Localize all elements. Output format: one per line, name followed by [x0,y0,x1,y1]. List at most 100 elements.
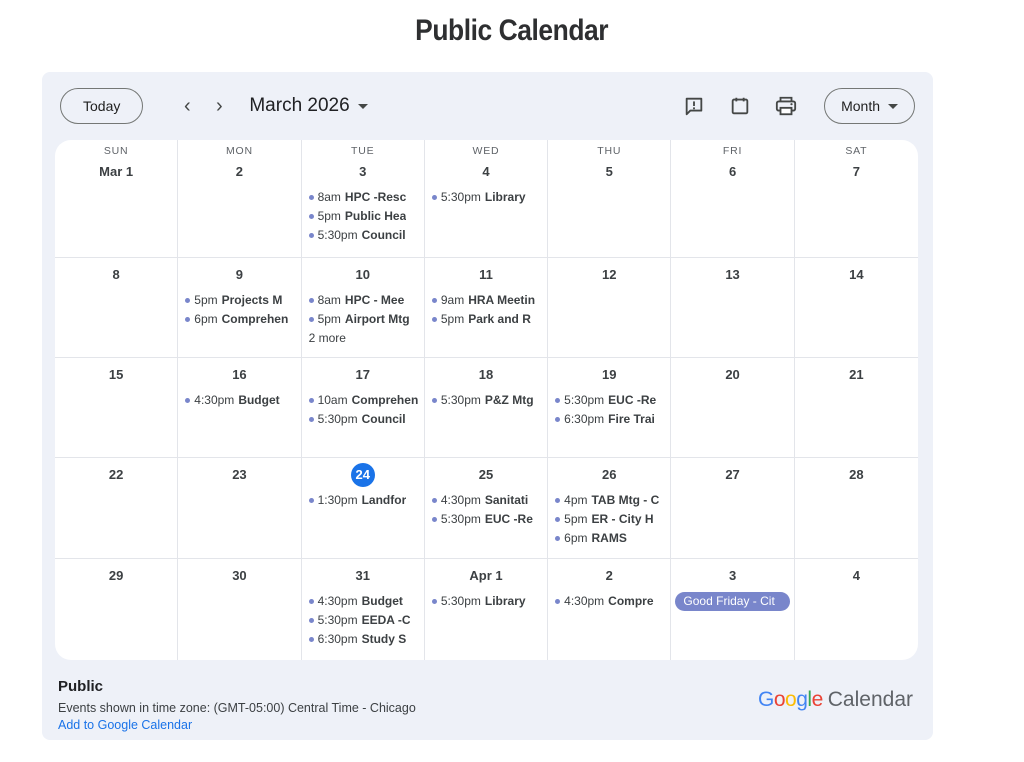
event-item[interactable]: 5:30pm P&Z Mtg [425,391,547,410]
event-title: Library [484,594,526,608]
event-item[interactable]: 6pm RAMS [548,529,670,548]
date-number[interactable]: 27 [725,467,740,482]
date-number[interactable]: 17 [355,367,370,382]
date-number-row: 28 [795,463,918,487]
event-title: Compre [608,594,654,608]
event-time: 4:30pm [317,594,358,608]
day-cell: 23 [178,458,302,559]
event-item[interactable]: 5:30pm Council [302,410,424,429]
date-number[interactable]: Apr 1 [469,568,503,583]
date-number[interactable]: 4 [852,568,860,583]
add-to-google-calendar-link[interactable]: Add to Google Calendar [58,718,193,732]
event-title: Landfor [361,493,407,507]
date-number[interactable]: 2 [605,568,613,583]
date-number[interactable]: 15 [108,367,124,382]
day-cell: 28 [794,458,918,559]
event-time: 6pm [564,531,588,545]
date-number[interactable]: 20 [725,367,740,382]
prev-month-button[interactable]: ‹ [173,90,201,122]
date-number[interactable]: 28 [849,467,864,482]
date-number[interactable]: 23 [232,467,247,482]
view-selector[interactable]: Month [824,88,915,124]
date-number[interactable]: 14 [849,267,864,282]
event-item[interactable]: 5:30pm EEDA -C [302,611,424,630]
event-item[interactable]: 6:30pm Fire Trai [548,410,670,429]
date-number[interactable]: 31 [355,568,370,583]
event-item[interactable]: 5:30pm Library [425,188,547,207]
event-item[interactable]: 4:30pm Budget [302,592,424,611]
event-dot-icon [308,214,314,219]
date-number[interactable]: 6 [728,164,737,179]
date-number[interactable]: 3 [728,568,737,583]
event-time: 4pm [564,493,588,507]
event-title: Council [361,228,406,242]
google-logo-letter: o [773,688,786,711]
event-item[interactable]: 5pm Projects M [178,291,300,310]
month-dropdown[interactable]: March 2026 [249,95,368,117]
event-item[interactable]: 5pm Park and R [425,310,547,329]
date-number[interactable]: 25 [478,467,494,482]
event-item[interactable]: 5:30pm Library [425,592,547,611]
event-item[interactable]: 4pm TAB Mtg - C [548,491,670,510]
date-number[interactable]: 10 [355,267,370,282]
date-number[interactable]: 30 [232,568,247,583]
event-item[interactable]: 5:30pm EUC -Re [548,391,670,410]
date-number[interactable]: 4 [482,164,490,179]
date-number-today[interactable]: 24 [350,463,375,487]
event-item[interactable]: 5pm Public Hea [302,207,424,226]
date-number[interactable]: 8 [112,267,120,282]
date-number[interactable]: 5 [605,164,613,179]
event-item[interactable]: 9am HRA Meetin [425,291,547,310]
date-number[interactable]: Mar 1 [99,164,134,179]
date-number-row: Apr 1 [425,564,547,588]
date-number[interactable]: 12 [602,267,617,282]
date-number[interactable]: 3 [359,164,367,179]
day-cell: 30 [178,559,302,660]
date-number[interactable]: 26 [602,467,617,482]
date-number[interactable]: 18 [478,367,494,382]
more-events-link[interactable]: 2 more [308,331,346,345]
date-number-row: 14 [795,263,918,287]
event-item[interactable]: 4:30pm Sanitati [425,491,547,510]
event-dot-icon [308,317,314,322]
day-cell: 3 Good Friday - Cit [671,559,795,660]
event-item[interactable]: 5pm ER - City H [548,510,670,529]
today-button[interactable]: Today [60,88,144,124]
event-item[interactable]: 10am Comprehen [302,391,424,410]
date-number[interactable]: 19 [602,367,617,382]
event-item[interactable]: 4:30pm Budget [178,391,300,410]
event-item[interactable]: 6:30pm Study S [302,630,424,649]
event-item[interactable]: 8am HPC -Resc [302,188,424,207]
event-title: TAB Mtg - C [591,493,660,507]
event-item[interactable]: 1:30pm Landfor [302,491,424,510]
print-icon[interactable] [768,88,804,124]
date-number[interactable]: 22 [108,467,124,482]
date-number[interactable]: 2 [235,164,244,179]
event-dot-icon [308,417,314,422]
date-number[interactable]: 16 [232,367,247,382]
event-item[interactable]: 5:30pm EUC -Re [425,510,547,529]
date-number[interactable]: 29 [108,568,124,583]
event-item[interactable]: 4:30pm Compre [548,592,670,611]
feedback-icon[interactable] [676,88,712,124]
event-dot-icon [555,536,561,541]
date-number[interactable]: 11 [479,267,493,282]
event-time: 6pm [194,312,218,326]
event-title: Public Hea [344,209,407,223]
event-item[interactable]: 5:30pm Council [302,226,424,245]
date-number-row: 13 [671,263,793,287]
day-of-week-label: FRI [722,145,743,157]
date-number[interactable]: 7 [852,164,860,179]
all-day-event-badge[interactable]: Good Friday - Cit [675,592,790,611]
date-number-row: 17 [302,363,424,387]
next-month-button[interactable]: › [205,90,233,122]
date-number[interactable]: 21 [849,367,864,382]
calendar-icon[interactable] [722,88,758,124]
event-item[interactable]: 5pm Airport Mtg [302,310,424,329]
date-number[interactable]: 13 [725,267,740,282]
date-number[interactable]: 9 [235,267,244,282]
event-item[interactable]: 8am HPC - Mee [302,291,424,310]
google-calendar-logo[interactable]: Google Calendar [758,688,913,712]
event-item[interactable]: 6pm Comprehen [178,310,300,329]
date-number-row: 26 [548,463,670,487]
